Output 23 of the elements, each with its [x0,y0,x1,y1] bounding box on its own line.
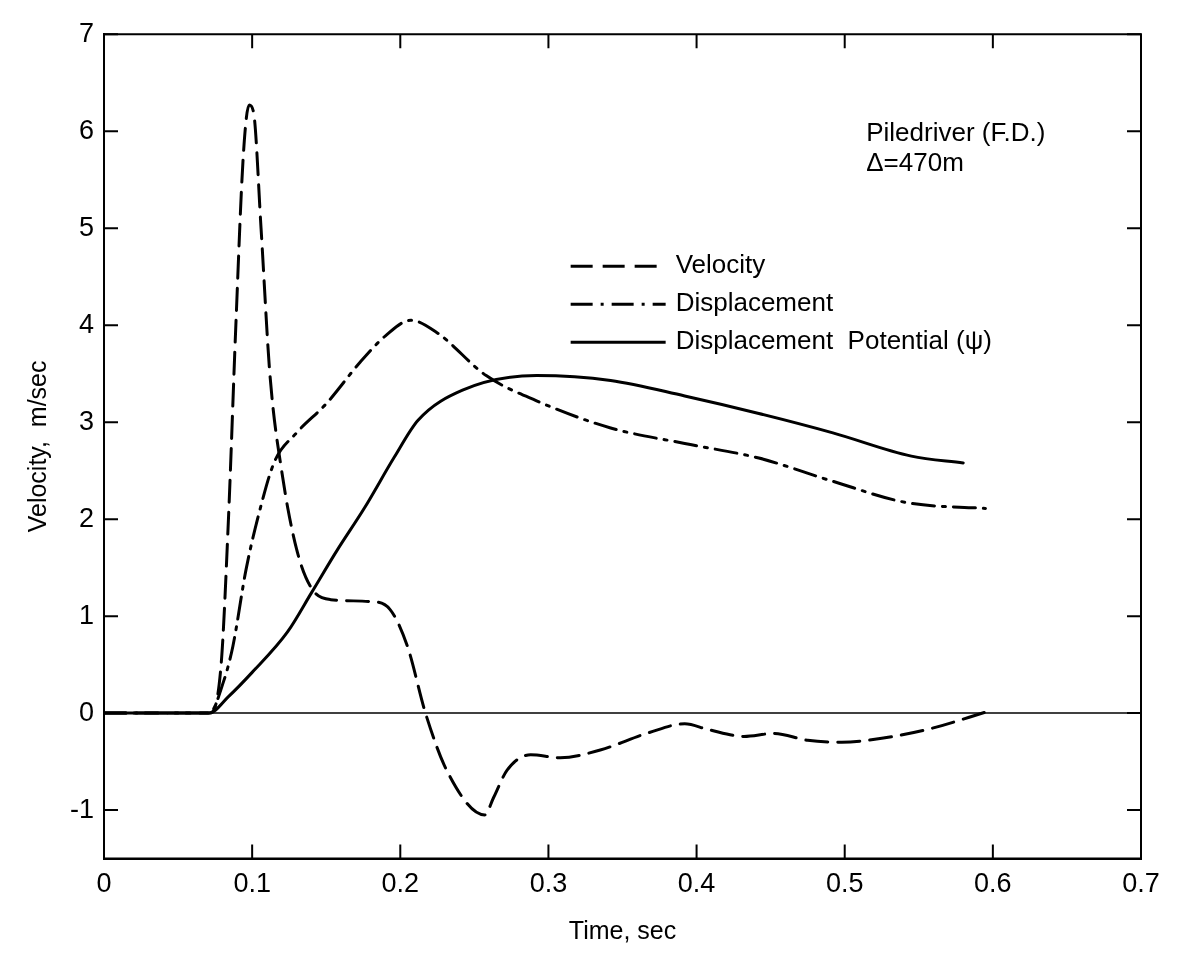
y-axis-title: Velocity, m/sec [22,360,51,533]
y-tick-label: 3 [78,405,95,436]
legend-label: Displacement Potential (ψ) [675,325,992,356]
y-tick-label: 0 [78,696,95,727]
x-tick-label: 0.1 [233,868,271,899]
y-tick-label: 1 [78,599,95,630]
y-tick-label: -1 [69,793,95,824]
legend-label: Velocity [675,249,766,280]
y-tick-label: 7 [78,17,95,48]
y-tick-label: 2 [78,502,95,533]
annotation: Piledriver (F.D.) [866,117,1046,148]
x-tick-label: 0.5 [825,868,864,899]
x-tick-label: 0.6 [974,868,1012,899]
y-tick-label: 6 [78,114,95,145]
x-tick-label: 0.7 [1122,868,1160,899]
y-tick-label: 5 [78,211,95,242]
x-tick-label: 0.4 [677,868,716,899]
legend-label: Displacement [675,287,834,318]
y-tick-label: 4 [78,308,95,339]
annotation: Δ=470m [866,147,964,178]
x-tick-label: 0.2 [381,868,420,899]
x-axis-title: Time, sec [568,915,677,944]
x-tick-label: 0.3 [529,868,568,899]
